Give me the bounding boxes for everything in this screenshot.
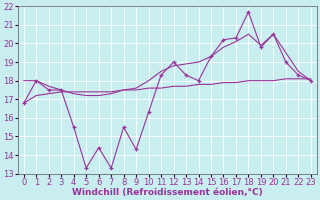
X-axis label: Windchill (Refroidissement éolien,°C): Windchill (Refroidissement éolien,°C)	[72, 188, 263, 197]
